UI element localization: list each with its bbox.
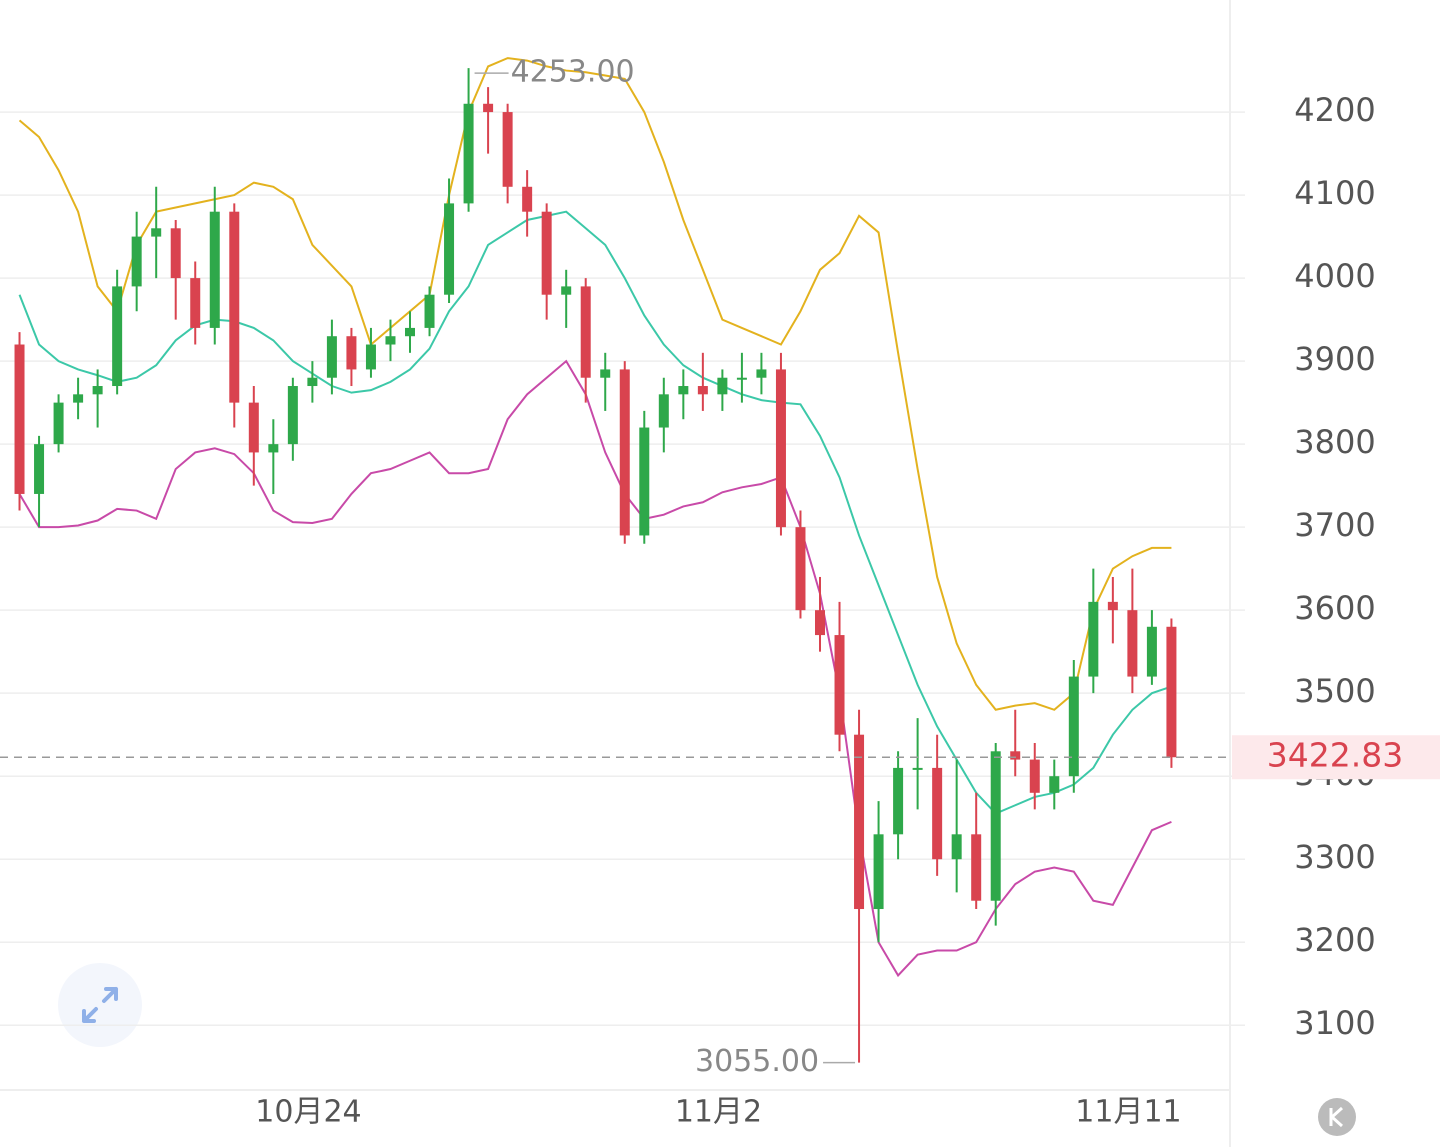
candle-body <box>1010 751 1021 760</box>
candle-body <box>73 394 84 403</box>
candle-body <box>561 286 572 295</box>
candle-body <box>795 527 806 611</box>
y-tick-label: 3900 <box>1294 340 1375 378</box>
candle-body <box>1068 676 1079 777</box>
candle-body <box>287 386 298 445</box>
candle-body <box>92 386 103 395</box>
candle-body <box>248 402 259 453</box>
candle-body <box>815 610 825 636</box>
candle-body <box>365 344 376 370</box>
expand-icon[interactable] <box>58 963 142 1047</box>
x-tick-label: 11月2 <box>675 1095 762 1130</box>
candle-body <box>209 211 220 328</box>
candle-body <box>307 377 318 387</box>
y-tick-label: 4000 <box>1294 257 1375 295</box>
y-tick-label: 3300 <box>1294 838 1375 876</box>
candle-body <box>424 294 435 328</box>
candle-body <box>522 186 533 212</box>
y-tick-label: 3100 <box>1294 1004 1375 1042</box>
candle-body <box>873 834 884 910</box>
candle-body <box>151 228 162 237</box>
candle-body <box>405 327 415 337</box>
candle-body <box>932 767 943 860</box>
candle-body <box>34 444 45 494</box>
candle-body <box>170 228 181 279</box>
y-tick-label: 4100 <box>1294 174 1375 212</box>
last-price-label: 3422.83 <box>1267 736 1403 775</box>
candle-body <box>1107 601 1118 611</box>
candle-body <box>190 278 201 328</box>
candle-body <box>912 767 923 770</box>
candle-body <box>990 751 1001 901</box>
y-tick-label: 3200 <box>1294 921 1375 959</box>
y-tick-label: 3800 <box>1294 423 1375 461</box>
candle-body <box>1146 626 1157 677</box>
candle-body <box>14 344 25 494</box>
candle-body <box>619 369 630 536</box>
k-icon[interactable] <box>1318 1098 1356 1136</box>
y-tick-label: 3500 <box>1294 672 1375 710</box>
candle-body <box>385 336 396 345</box>
candle-body <box>971 834 982 901</box>
candle-body <box>346 336 357 370</box>
candle-body <box>463 103 474 204</box>
candle-body <box>697 386 708 395</box>
candle-body <box>775 369 786 528</box>
candle-body <box>1088 601 1099 677</box>
candle-body <box>639 427 650 536</box>
expand-glyph <box>82 987 118 1023</box>
candle-body <box>53 402 64 445</box>
candle-body <box>483 103 494 113</box>
candle-body <box>756 369 767 378</box>
candle-body <box>600 369 611 378</box>
candle-body <box>658 394 669 428</box>
k-button[interactable] <box>1318 1098 1356 1136</box>
y-tick-label: 3600 <box>1294 589 1375 627</box>
candle-body <box>951 834 962 860</box>
candle-body <box>444 203 455 295</box>
candle-body <box>268 444 279 453</box>
candle-body <box>580 286 591 378</box>
candle-body <box>229 211 240 403</box>
candle-body <box>541 211 552 295</box>
band-line <box>18 57 1172 711</box>
candle-body <box>736 377 747 380</box>
candle-body <box>678 386 689 395</box>
candle-body <box>131 236 142 287</box>
x-tick-label: 10月24 <box>255 1095 361 1130</box>
candle-body <box>502 112 513 187</box>
candle-body <box>326 336 337 378</box>
y-tick-label: 4200 <box>1294 91 1375 129</box>
candle-body <box>112 286 123 387</box>
high-label: 4253.00 <box>511 55 635 90</box>
y-tick-label: 3700 <box>1294 506 1375 544</box>
k-glyph <box>1329 1106 1344 1128</box>
candle-body <box>1127 610 1138 677</box>
expand-button[interactable] <box>58 963 142 1047</box>
candle-body <box>717 377 728 395</box>
candle-body <box>834 635 845 735</box>
candle-body <box>1166 626 1177 758</box>
candle-body <box>893 767 904 835</box>
last-price-box <box>1232 735 1440 780</box>
candle-body <box>1049 776 1060 793</box>
x-tick-label: 11月11 <box>1075 1095 1181 1130</box>
band-line <box>18 359 1172 978</box>
candle-body <box>1029 759 1040 793</box>
low-label: 3055.00 <box>695 1044 819 1079</box>
candle-body <box>854 734 865 910</box>
